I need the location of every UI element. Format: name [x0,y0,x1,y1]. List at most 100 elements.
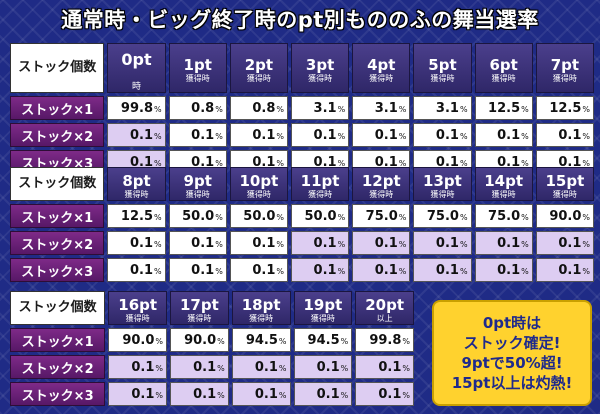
rate-cell: 0.1% [108,382,168,406]
rate-value: 0.1 [313,262,337,278]
pt-column-header: 1pt 獲得時 [168,43,227,93]
pt-column-header: 15pt 獲得時 [535,167,594,201]
rate-value: 0.1 [378,386,402,402]
rate-cell: 0.1% [535,258,594,282]
stock-count-header: ストック個数 [10,43,105,93]
rate-value: 0.8 [252,100,276,116]
rate-cell: 0.1% [290,123,350,147]
pt-column-header: 16pt 獲得時 [108,291,168,325]
pt-header-label: 3pt [305,55,335,74]
percent-unit: % [582,212,590,222]
pt-header-sub: 獲得時 [125,313,150,323]
pt-header-sub: 獲得時 [369,73,394,83]
percent-unit: % [276,158,284,168]
rate-value: 0.1 [435,154,459,170]
pt-header-label: 7pt [550,55,580,74]
table-row: ストック×1 99.8% 0.8% 0.8% 3.1% 3.1% 3.1% 12.5% 12.5… [10,96,594,120]
pt-header-label: 2pt [244,55,274,74]
percent-unit: % [402,336,410,346]
percent-unit: % [582,239,590,249]
rate-cell: 99.8% [355,328,414,352]
rate-cell: 0.8% [229,96,288,120]
rate-value: 0.1 [374,154,398,170]
pt-header-label: 14pt [484,171,524,190]
rate-cell: 0.1% [168,123,227,147]
rate-cell: 0.1% [293,382,353,406]
rate-value: 0.1 [252,262,276,278]
percent-unit: % [154,131,162,141]
rate-cell: 0.1% [229,258,288,282]
percent-unit: % [398,104,407,114]
rate-value: 0.1 [558,262,582,278]
percent-unit: % [337,104,346,114]
percent-unit: % [278,363,287,373]
pt-header-label: 12pt [361,171,401,190]
pt-column-header: 6pt 獲得時 [474,43,533,93]
rate-value: 0.1 [254,386,278,402]
pt-column-header: 8pt 獲得時 [107,167,166,201]
rate-table-8-15pt: ストック個数 8pt 獲得時 9pt 獲得時 10pt 獲得時 11pt 獲得時 12pt 獲得時 1… [7,164,597,285]
callout-line: 0pt時は [482,314,542,332]
pt-header-label: 4pt [367,55,396,74]
rate-value: 0.1 [558,154,582,170]
percent-unit: % [276,131,284,141]
percent-unit: % [582,104,590,114]
pt-header-sub: 獲得時 [185,73,210,83]
percent-unit: % [521,239,529,249]
pt-header-sub: 獲得時 [552,73,577,83]
percent-unit: % [154,266,162,276]
percent-unit: % [398,212,407,222]
rate-value: 0.1 [254,359,278,375]
rate-cell: 0.1% [352,258,411,282]
pt-column-header: 4pt 獲得時 [352,43,411,93]
percent-unit: % [154,104,162,114]
percent-unit: % [398,239,407,249]
pt-header-label: 11pt [300,171,340,190]
rate-cell: 75.0% [352,204,411,228]
rate-value: 0.1 [374,127,398,143]
percent-unit: % [276,266,284,276]
percent-unit: % [154,158,162,168]
pt-header-label: 17pt [180,295,219,314]
percent-unit: % [337,212,346,222]
rate-value: 0.1 [191,127,215,143]
pt-header-sub: 獲得時 [491,73,516,83]
pt-column-header: 0pt 時 [107,43,166,93]
rate-value: 0.1 [374,262,398,278]
rate-cell: 50.0% [229,204,288,228]
rate-cell: 0.1% [474,123,533,147]
percent-unit: % [215,266,223,276]
percent-unit: % [276,239,284,249]
pt-header-sub: 獲得時 [187,313,212,323]
pt-header-sub: 獲得時 [308,73,333,83]
header-row: ストック個数 8pt 獲得時 9pt 獲得時 10pt 獲得時 11pt 獲得時 12pt 獲得時 1… [10,167,594,201]
callout-line: ストック確定! [463,334,561,352]
rate-value: 99.8 [120,100,153,116]
percent-unit: % [459,158,468,168]
rate-value: 3.1 [374,100,398,116]
rate-value: 0.1 [131,386,155,402]
callout-line: 9ptで50%超! [461,354,563,372]
rate-value: 0.1 [191,235,215,251]
rate-value: 0.1 [129,262,153,278]
pt-header-sub: 獲得時 [430,189,455,199]
rate-value: 0.1 [435,235,459,251]
rate-cell: 90.0% [535,204,594,228]
pt-column-header: 9pt 獲得時 [168,167,227,201]
rate-value: 0.1 [191,262,215,278]
pt-column-header: 14pt 獲得時 [474,167,533,201]
percent-unit: % [337,239,346,249]
table-row: ストック×1 12.5% 50.0% 50.0% 50.0% 75.0% 75.0% 75.0… [10,204,594,228]
rate-value: 0.1 [435,127,459,143]
percent-unit: % [215,158,223,168]
rate-value: 0.1 [378,359,402,375]
percent-unit: % [582,266,590,276]
pt-column-header: 13pt 獲得時 [413,167,472,201]
rate-cell: 0.1% [290,258,350,282]
highlight-callout: 0pt時は ストック確定! 9ptで50%超! 15pt以上は灼熱! [432,300,592,406]
rate-cell: 0.8% [168,96,227,120]
stock-count-header: ストック個数 [10,167,105,201]
rate-table-0-7pt: ストック個数 0pt 時 1pt 獲得時 2pt 獲得時 3pt 獲得時 4pt 獲得時 5pt 獲得時… [7,40,597,177]
stock-row-label: ストック×3 [10,258,105,282]
table-row: ストック×2 0.1% 0.1% 0.1% 0.1% 0.1% 0.1% 0.1% 0.1% [10,123,594,147]
